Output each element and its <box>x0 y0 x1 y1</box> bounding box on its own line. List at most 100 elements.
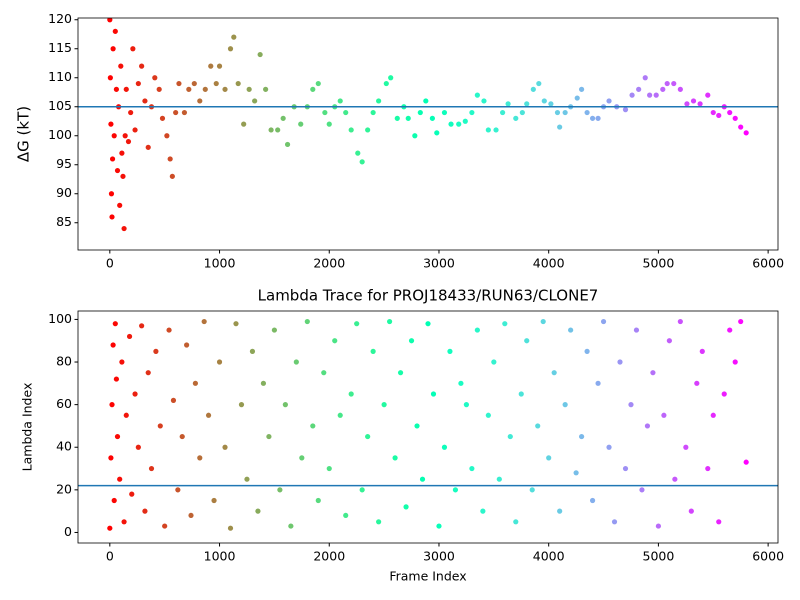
point <box>491 359 497 365</box>
point <box>326 121 332 127</box>
x-tick-label: 4000 <box>533 549 565 564</box>
point <box>266 433 272 440</box>
point <box>310 423 316 429</box>
point <box>132 127 138 133</box>
point <box>743 130 749 136</box>
point <box>216 359 223 365</box>
point <box>376 98 382 104</box>
point <box>568 327 574 333</box>
point <box>238 402 245 408</box>
x-tick-label: 2000 <box>313 256 345 271</box>
point <box>463 402 470 408</box>
point <box>505 101 511 107</box>
point <box>332 338 338 344</box>
point <box>112 28 118 34</box>
point <box>162 523 168 529</box>
point <box>579 86 585 92</box>
point <box>326 465 332 472</box>
point <box>716 112 722 119</box>
point <box>408 338 415 344</box>
point <box>441 444 448 450</box>
point <box>179 433 185 440</box>
x-tick-label: 2000 <box>313 549 345 564</box>
point <box>732 115 738 121</box>
point <box>176 80 182 87</box>
point <box>123 412 129 418</box>
point <box>107 18 113 23</box>
point <box>458 380 464 386</box>
point <box>405 115 411 121</box>
point <box>315 80 321 87</box>
y-tick-label: 105 <box>48 98 72 113</box>
point <box>611 519 618 525</box>
x-tick-label: 0 <box>106 256 114 271</box>
point <box>222 444 228 450</box>
point <box>397 370 404 376</box>
y-tick-label: 40 <box>56 439 72 454</box>
point <box>365 433 371 440</box>
point <box>738 124 744 130</box>
point <box>562 109 568 116</box>
point <box>452 487 459 493</box>
point <box>117 202 123 208</box>
point <box>145 144 151 150</box>
x-tick-label: 6000 <box>752 256 784 271</box>
point <box>156 86 162 92</box>
y-tick-label: 100 <box>48 127 72 142</box>
point <box>622 107 629 113</box>
point <box>202 86 208 92</box>
y-tick-label: 0 <box>64 524 72 539</box>
point <box>370 109 376 116</box>
point <box>519 109 525 116</box>
point <box>184 342 190 348</box>
y-axis-label: Lambda Index <box>20 383 35 472</box>
y-axis-label: ΔG (kT) <box>15 106 33 162</box>
point <box>315 497 321 504</box>
point <box>170 397 177 403</box>
point <box>120 173 126 179</box>
point <box>121 225 127 232</box>
point <box>201 318 207 325</box>
point <box>365 127 371 133</box>
point <box>288 523 294 529</box>
point <box>447 348 453 354</box>
point <box>148 465 155 472</box>
point <box>606 98 612 104</box>
point <box>109 156 116 162</box>
point <box>655 523 662 529</box>
point <box>121 519 127 525</box>
point <box>197 455 203 461</box>
point <box>123 86 129 92</box>
point <box>213 80 219 87</box>
point <box>493 127 499 133</box>
point <box>732 359 738 365</box>
x-tick-label: 5000 <box>643 256 675 271</box>
point <box>647 92 653 98</box>
point <box>666 338 672 344</box>
point <box>117 476 123 482</box>
point <box>485 412 491 418</box>
point <box>469 465 475 472</box>
point <box>683 444 689 450</box>
chart-title: Lambda Trace for PROJ18433/RUN63/CLONE7 <box>258 287 599 305</box>
point <box>208 63 214 69</box>
point <box>642 75 648 81</box>
point <box>227 525 234 531</box>
x-tick-label: 5000 <box>643 549 675 564</box>
point <box>595 380 601 386</box>
point <box>282 402 288 408</box>
point <box>383 80 389 87</box>
point <box>186 86 192 92</box>
point <box>109 214 115 220</box>
point <box>474 92 480 98</box>
point <box>231 34 237 40</box>
point <box>128 109 134 116</box>
point <box>743 459 749 465</box>
point <box>153 348 159 354</box>
point <box>343 512 349 519</box>
point <box>205 412 212 418</box>
point <box>111 133 117 139</box>
point <box>354 321 360 327</box>
point <box>573 470 579 476</box>
